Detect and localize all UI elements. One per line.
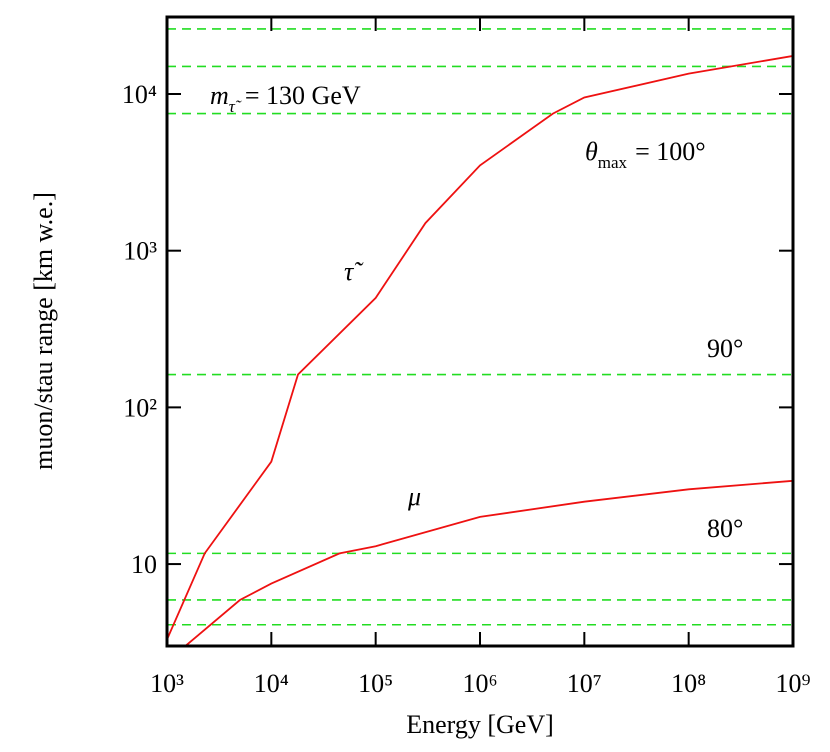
y-tick-label: 10² <box>123 393 157 422</box>
annotation-80: 80° <box>707 514 743 543</box>
curves <box>167 55 793 646</box>
x-tick-label: 10⁷ <box>567 669 602 698</box>
plot-frame <box>165 15 795 648</box>
annotation-theta: θmax = 100° <box>585 137 706 172</box>
annotation-90: 90° <box>707 334 743 363</box>
reference-lines <box>167 28 793 626</box>
annotation-mass: mτ̃ = 130 GeV <box>210 81 361 116</box>
y-tick-label: 10⁴ <box>122 80 157 109</box>
x-tick-label: 10⁸ <box>671 669 706 698</box>
y-tick-label: 10 <box>131 550 157 579</box>
annotation-text: θ <box>585 137 598 166</box>
x-tick-label: 10⁴ <box>254 669 289 698</box>
annotation-subscript: max <box>598 153 628 172</box>
y-tick-label: 10³ <box>123 237 157 266</box>
x-axis-label: Energy [GeV] <box>406 710 554 739</box>
x-tick-label: 10⁵ <box>358 669 393 698</box>
series-label: μ <box>407 482 421 511</box>
x-tick-label: 10⁶ <box>462 669 497 698</box>
y-axis-label: muon/stau range [km w.e.] <box>29 192 58 470</box>
curve <box>167 55 793 640</box>
series-label: τ̃ <box>344 257 364 286</box>
annotation-suffix: = 100° <box>635 137 706 166</box>
x-tick-label: 10³ <box>150 669 184 698</box>
curve <box>184 479 793 646</box>
annotation-text: m <box>210 81 229 110</box>
annotation-suffix: = 130 GeV <box>245 81 361 110</box>
x-tick-label: 10⁹ <box>775 669 810 698</box>
